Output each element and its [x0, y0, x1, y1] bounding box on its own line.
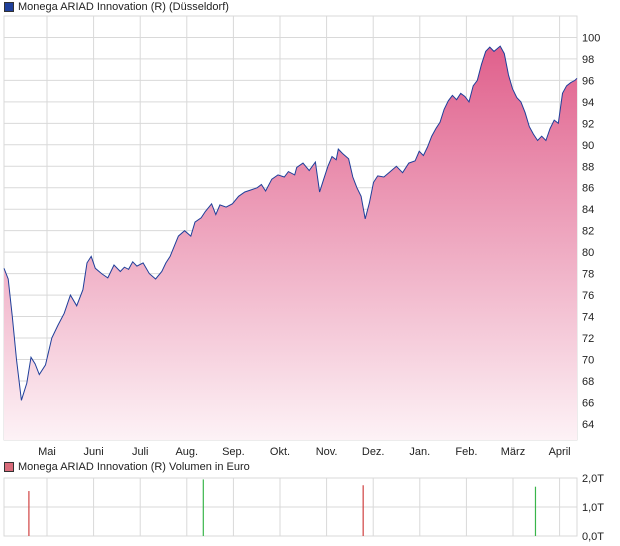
price-x-tick-label: Feb.	[455, 446, 477, 458]
price-legend-label: Monega ARIAD Innovation (R) (Düsseldorf)	[18, 1, 229, 13]
volume-y-axis: 0,0T 1,0T 2,0T	[582, 473, 604, 543]
price-y-tick-label: 80	[582, 247, 594, 259]
price-x-tick-label: Dez.	[362, 446, 385, 458]
volume-grid	[3, 477, 578, 537]
price-chart: 646668707274767880828486889092949698100 …	[3, 15, 600, 458]
price-y-tick-label: 92	[582, 118, 594, 130]
volume-y-tick-label: 0,0T	[582, 531, 604, 543]
price-x-tick-label: Mai	[38, 446, 56, 458]
price-y-tick-label: 64	[582, 419, 594, 431]
price-y-tick-label: 68	[582, 376, 594, 388]
price-y-axis: 64 66 68 70 72 74 76 78 80 82 84 86 88 90 92 94 96 98 100	[582, 32, 600, 430]
price-x-tick-label: Nov.	[316, 446, 338, 458]
volume-legend-label: Monega ARIAD Innovation (R) Volumen in E…	[18, 461, 250, 473]
volume-legend: Monega ARIAD Innovation (R) Volumen in E…	[4, 460, 250, 474]
price-y-tick-label: 86	[582, 183, 594, 195]
price-y-tick-label: 74	[582, 312, 594, 324]
price-y-tick-label: 78	[582, 269, 594, 281]
volume-plot-frame	[3, 477, 578, 537]
price-x-tick-label: Aug.	[175, 446, 198, 458]
volume-bars	[28, 479, 537, 536]
price-y-tick-label: 88	[582, 161, 594, 173]
price-x-axis: Mai Juni Juli Aug. Sep. Okt. Nov. Dez. Jan. Feb. M…	[38, 446, 570, 458]
price-y-tick-label: 100	[582, 32, 600, 44]
price-x-tick-label: Okt.	[270, 446, 290, 458]
price-x-tick-label: Juli	[132, 446, 149, 458]
price-area	[4, 46, 577, 440]
price-y-tick-label: 84	[582, 204, 594, 216]
price-legend: Monega ARIAD Innovation (R) (Düsseldorf)	[4, 0, 229, 14]
price-legend-swatch	[4, 2, 14, 12]
price-y-tick-label: 76	[582, 290, 594, 302]
price-x-tick-label: März	[501, 446, 525, 458]
price-y-tick-label: 72	[582, 333, 594, 345]
price-y-tick-label: 90	[582, 140, 594, 152]
price-y-tick-label: 98	[582, 54, 594, 66]
price-x-tick-label: Juni	[84, 446, 104, 458]
volume-legend-swatch	[4, 462, 14, 472]
price-y-tick-label: 82	[582, 226, 594, 238]
price-x-tick-label: April	[549, 446, 571, 458]
price-x-tick-label: Jan.	[409, 446, 430, 458]
price-y-tick-label: 70	[582, 354, 594, 366]
price-x-tick-label: Sep.	[222, 446, 245, 458]
price-y-tick-label: 94	[582, 97, 594, 109]
price-line	[3, 45, 578, 401]
price-y-tick-label: 66	[582, 397, 594, 409]
price-y-tick-label: 96	[582, 75, 594, 87]
volume-y-tick-label: 2,0T	[582, 473, 604, 485]
volume-y-tick-label: 1,0T	[582, 502, 604, 514]
